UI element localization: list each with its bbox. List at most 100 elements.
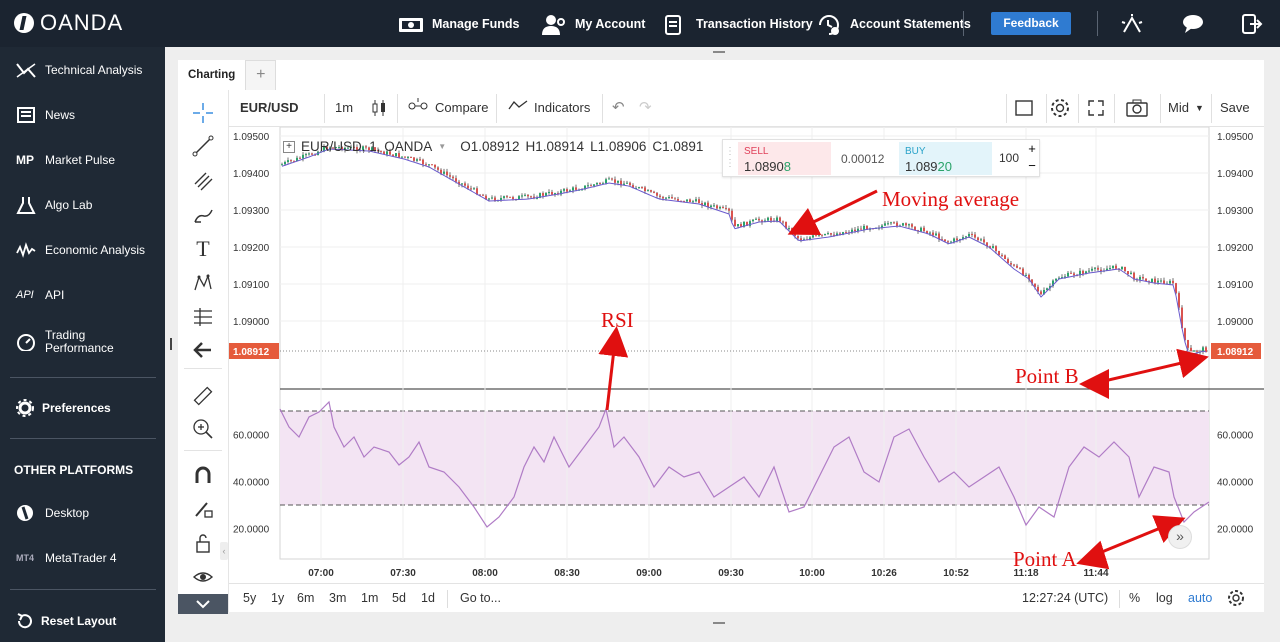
goto-date-button[interactable]: Go to...	[460, 591, 501, 605]
indicators-button[interactable]: Indicators	[508, 90, 590, 126]
sparkle-icon[interactable]	[1120, 12, 1144, 36]
back-arrow-icon[interactable]	[190, 337, 216, 363]
oanda-logo[interactable]: OANDA	[14, 10, 123, 36]
nav-manage-funds[interactable]: Manage Funds	[398, 0, 520, 47]
candle-body	[1034, 283, 1036, 287]
scroll-to-realtime-button[interactable]: »	[1168, 525, 1192, 549]
utc-clock[interactable]: 12:27:24 (UTC)	[1022, 591, 1109, 605]
compare-button[interactable]: Compare	[407, 90, 488, 126]
pitchfork-icon[interactable]	[190, 168, 216, 194]
candle-body	[503, 196, 505, 198]
log-scale-toggle[interactable]: log	[1156, 591, 1173, 605]
legend-dropdown-icon[interactable]: ▼	[438, 142, 447, 151]
sell-button[interactable]: SELL 1.08908	[738, 142, 831, 175]
crosshair-icon[interactable]	[190, 100, 216, 126]
sidebar-item-desktop[interactable]: Desktop	[0, 504, 165, 522]
camera-icon[interactable]	[1126, 90, 1148, 126]
range-bar: 5y 1y 6m 3m 1m 5d 1d Go to... 12:27:24 (…	[229, 583, 1264, 612]
nav-account-statements[interactable]: Account Statements	[816, 0, 971, 47]
chart-settings-icon[interactable]	[1227, 589, 1245, 610]
reset-icon	[16, 612, 36, 630]
range-1y[interactable]: 1y	[271, 591, 285, 605]
sidebar-collapse-handle[interactable]	[170, 338, 172, 350]
interval-selector[interactable]: 1m	[335, 100, 354, 115]
candle-body	[299, 157, 301, 159]
tab-charting[interactable]: Charting	[178, 60, 247, 90]
candle-body	[647, 190, 649, 192]
settings-gear-icon[interactable]	[1050, 90, 1070, 126]
candle-body	[839, 233, 841, 235]
nav-transaction-history[interactable]: Transaction History	[662, 0, 813, 47]
price-type-dropdown[interactable]: Mid ▼	[1168, 90, 1204, 126]
candle-body	[590, 185, 592, 187]
candle-body	[980, 239, 982, 241]
resize-handle-bottom[interactable]	[713, 622, 725, 624]
measure-lines-icon[interactable]	[190, 304, 216, 330]
magnet-icon[interactable]	[190, 463, 216, 489]
decrease-quantity-button[interactable]: −	[1028, 158, 1036, 173]
auto-scale-toggle[interactable]: auto	[1188, 591, 1213, 605]
candle-body	[1184, 328, 1186, 341]
text-tool-icon[interactable]: T	[196, 236, 210, 261]
candle-body	[542, 193, 544, 196]
candlestick-icon[interactable]	[371, 90, 387, 126]
gear-icon	[16, 399, 36, 417]
sidebar-item-market-pulse[interactable]: MP Market Pulse	[0, 151, 165, 169]
save-button[interactable]: Save	[1220, 100, 1250, 115]
drag-handle-icon[interactable]: ⋮ ⋮	[725, 146, 735, 169]
unlock-icon[interactable]	[190, 530, 216, 556]
add-tab-button[interactable]: +	[246, 60, 277, 90]
sidebar-item-metatrader[interactable]: MT4 MetaTrader 4	[0, 549, 165, 567]
trend-line-icon[interactable]	[190, 133, 216, 159]
candle-body	[1106, 268, 1108, 271]
brush-icon[interactable]	[190, 202, 216, 228]
range-6m[interactable]: 6m	[297, 591, 315, 605]
sidebar-item-api[interactable]: API API	[0, 286, 165, 304]
candle-body	[815, 235, 817, 237]
sidebar-item-economic-analysis[interactable]: Economic Analysis	[0, 241, 165, 259]
candle-body	[500, 197, 502, 201]
sidebar-item-preferences[interactable]: Preferences	[0, 399, 165, 417]
resize-handle-top[interactable]	[713, 51, 725, 53]
buy-button[interactable]: BUY 1.08920	[899, 142, 992, 175]
logout-icon[interactable]	[1241, 12, 1263, 36]
range-5y[interactable]: 5y	[243, 591, 257, 605]
candle-body	[449, 175, 451, 177]
range-3m[interactable]: 3m	[329, 591, 347, 605]
sidebar-item-technical-analysis[interactable]: Technical Analysis	[0, 61, 165, 79]
toolbar-divider	[1006, 94, 1007, 123]
pencil-lock-icon[interactable]	[190, 496, 216, 522]
ruler-icon[interactable]	[190, 383, 216, 409]
chart-area[interactable]: 07:00 07:30 08:00 08:30 09:00 09:30 10:00 10:26…	[229, 126, 1264, 582]
legend-toggle-icon[interactable]: +	[283, 140, 295, 153]
sidebar-item-trading-performance[interactable]: Trading Performance	[0, 329, 165, 355]
redo-icon[interactable]: ↷	[639, 99, 652, 116]
price-chart[interactable]: 07:00 07:30 08:00 08:30 09:00 09:30 10:00 10:26…	[229, 126, 1264, 582]
range-1m[interactable]: 1m	[361, 591, 379, 605]
collapse-toolbar-icon[interactable]: ‹	[220, 542, 228, 560]
quantity-field[interactable]: 100	[999, 151, 1020, 165]
feedback-button[interactable]: Feedback	[991, 12, 1071, 35]
candle-body	[473, 188, 475, 190]
symbol-selector[interactable]: EUR/USD	[240, 100, 299, 115]
expand-toolbar-button[interactable]	[178, 594, 228, 614]
nav-label: My Account	[575, 16, 646, 31]
pattern-icon[interactable]	[190, 270, 216, 296]
range-1d[interactable]: 1d	[421, 591, 435, 605]
eye-icon[interactable]	[190, 564, 216, 590]
range-5d[interactable]: 5d	[392, 591, 406, 605]
sidebar-item-news[interactable]: News	[0, 106, 165, 124]
expand-icon[interactable]	[1087, 90, 1105, 126]
toolbar-divider	[1160, 94, 1161, 123]
sidebar-item-algo-lab[interactable]: Algo Lab	[0, 196, 165, 214]
nav-my-account[interactable]: My Account	[541, 0, 645, 47]
undo-icon[interactable]: ↶	[612, 99, 625, 116]
legend-symbol[interactable]: EUR/USD, 1, OANDA	[301, 139, 433, 154]
fullscreen-rect-icon[interactable]	[1014, 90, 1034, 126]
candle-body	[314, 154, 316, 156]
increase-quantity-button[interactable]: +	[1028, 141, 1036, 156]
zoom-in-icon[interactable]	[190, 416, 216, 442]
reset-layout-button[interactable]: Reset Layout	[0, 612, 165, 630]
percent-scale-toggle[interactable]: %	[1129, 591, 1141, 605]
chat-icon[interactable]	[1181, 12, 1205, 36]
